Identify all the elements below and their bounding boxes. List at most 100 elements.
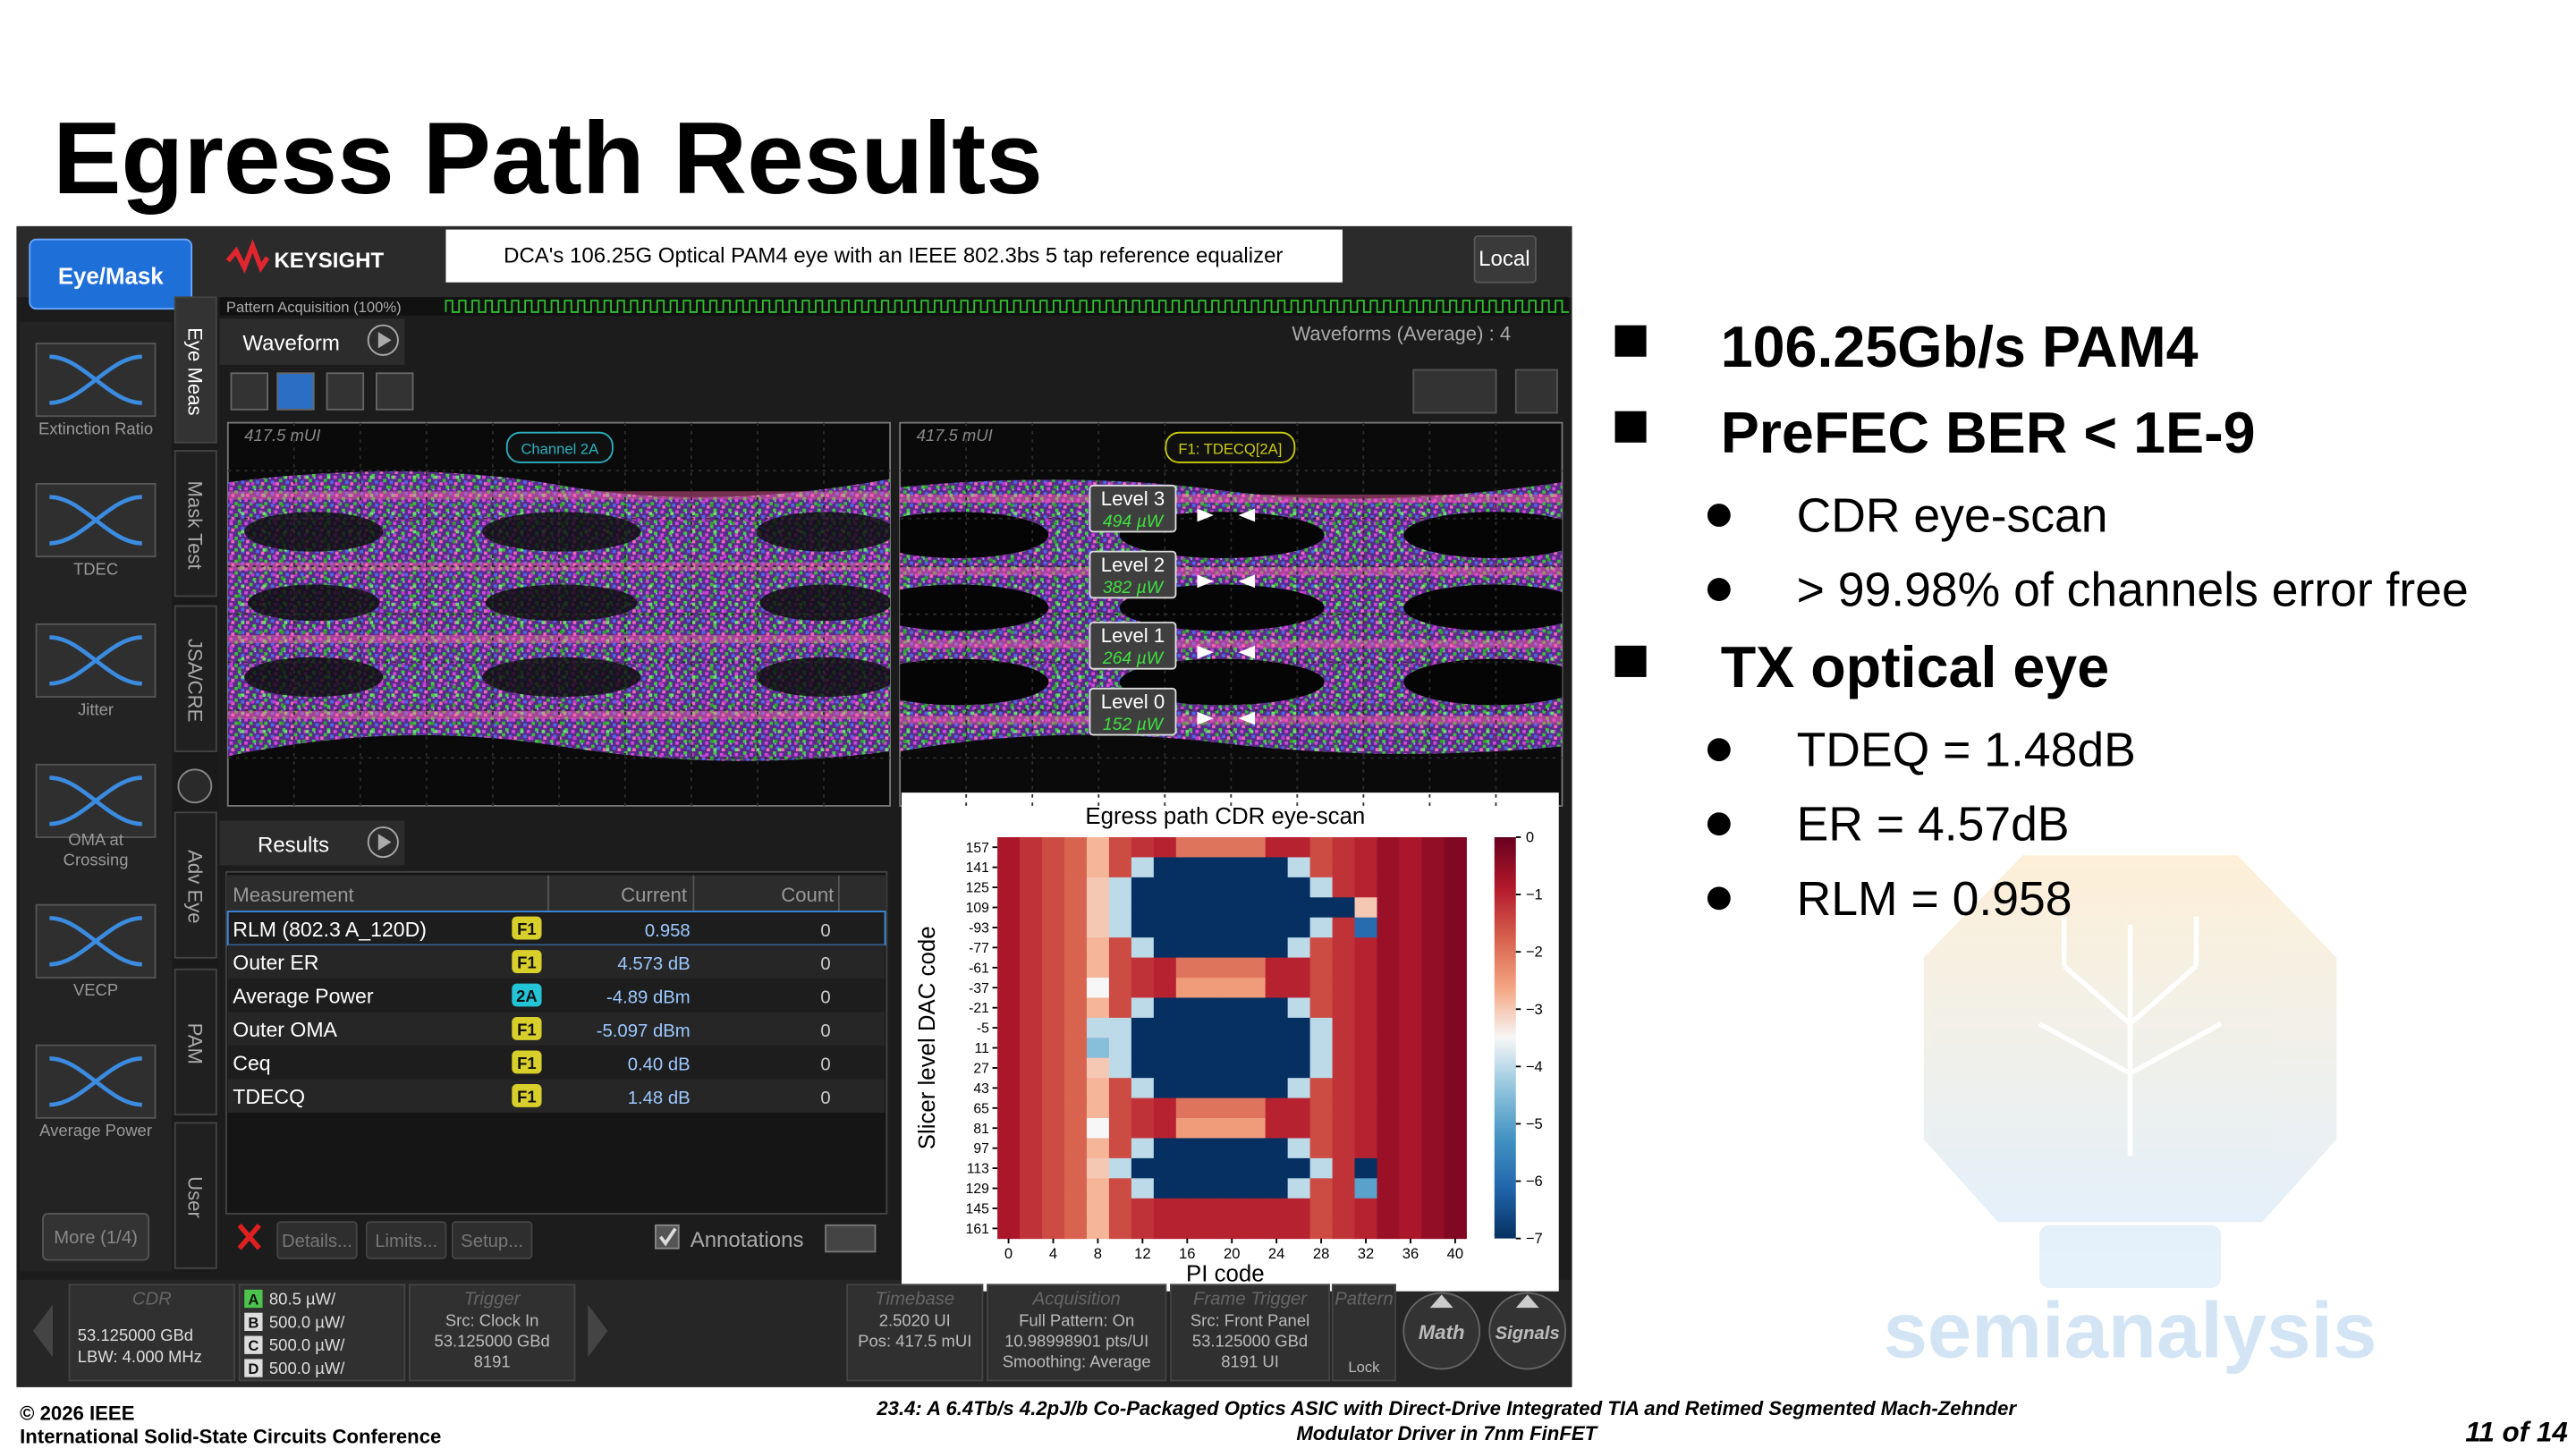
arrow-right[interactable]: [588, 1304, 608, 1358]
heatmap-cell: [1242, 857, 1267, 878]
table-row[interactable]: [227, 979, 886, 1013]
local-button[interactable]: [1473, 235, 1537, 284]
status-box[interactable]: [408, 1284, 576, 1382]
heatmap-cell: [1287, 897, 1311, 919]
heatmap-cell: [1042, 877, 1065, 898]
heatmap-cell: [1354, 937, 1378, 959]
status-box[interactable]: [238, 1284, 406, 1382]
source-tag-label: F1: [517, 919, 537, 938]
heatmap-cell: [1444, 1118, 1467, 1140]
heatmap-cell: [1354, 917, 1378, 938]
action-button[interactable]: [365, 1221, 447, 1259]
signals-button[interactable]: [1488, 1292, 1567, 1370]
footer-paper: 23.4: A 6.4Tb/s 4.2pJ/b Co-Packaged Opti…: [876, 1397, 2017, 1419]
heatmap-cell: [1063, 1097, 1088, 1119]
heatmap-cell: [1421, 997, 1445, 1019]
side-tab[interactable]: [174, 450, 217, 597]
results-tab[interactable]: [219, 820, 405, 866]
math-button[interactable]: [1402, 1292, 1481, 1370]
channel-id: A: [248, 1291, 258, 1308]
bullet-dot: [1707, 738, 1731, 762]
colorbar-tick-label: −4: [1526, 1058, 1543, 1075]
mode-button[interactable]: [29, 238, 193, 310]
status-box[interactable]: [1170, 1284, 1331, 1382]
side-tab[interactable]: [174, 968, 217, 1116]
side-tab[interactable]: [174, 296, 217, 444]
side-tab-label: Mask Test: [183, 480, 206, 569]
table-row[interactable]: [227, 1012, 886, 1046]
side-tab[interactable]: [174, 605, 217, 752]
action-button[interactable]: [276, 1221, 358, 1259]
heatmap-cell: [1086, 917, 1110, 938]
toolbar-icon[interactable]: [376, 372, 414, 411]
table-row[interactable]: [227, 1079, 886, 1113]
heatmap-cell: [1020, 857, 1043, 878]
heatmap-cell: [1175, 1118, 1199, 1140]
toolbar-icon[interactable]: [276, 372, 315, 411]
x-tick-label: 4: [1049, 1245, 1057, 1262]
table-row[interactable]: [227, 945, 886, 979]
heatmap-cell: [1086, 1038, 1110, 1059]
status-box[interactable]: [1331, 1284, 1396, 1382]
heatmap-cell: [1265, 1138, 1289, 1159]
waveform-tab[interactable]: [219, 318, 405, 365]
heatmap-cell: [1086, 1118, 1110, 1140]
play-icon[interactable]: [367, 826, 399, 859]
heatmap-cell: [1421, 857, 1445, 878]
heatmap-cell: [1063, 1038, 1088, 1059]
measurement-value: -5.097 dBm: [597, 1021, 691, 1041]
heatmap-cell: [1332, 1198, 1356, 1219]
measurement-count: 0: [820, 988, 830, 1008]
x-tick-label: 28: [1313, 1245, 1329, 1262]
more-button[interactable]: [42, 1213, 150, 1261]
heatmap-cell: [1332, 837, 1356, 858]
toolbar-icon[interactable]: [326, 372, 365, 411]
status-box[interactable]: [987, 1284, 1167, 1382]
heatmap-cell: [1086, 997, 1110, 1019]
heatmap-cell: [1063, 1057, 1088, 1079]
toolbar-icon[interactable]: [1514, 369, 1558, 414]
action-button[interactable]: [451, 1221, 533, 1259]
heatmap-cell: [1332, 1157, 1356, 1179]
heatmap-cell: [1265, 1218, 1289, 1240]
heatmap-cell: [1220, 1178, 1244, 1199]
side-tab[interactable]: [174, 811, 217, 959]
heatmap-cell: [1220, 917, 1244, 938]
checkbox[interactable]: [655, 1224, 680, 1250]
table-row[interactable]: [226, 911, 886, 946]
heatmap-cell: [1265, 1078, 1289, 1099]
status-box[interactable]: [846, 1284, 984, 1382]
heatmap-cell: [1265, 897, 1289, 919]
play-icon: [377, 332, 392, 349]
status-line: 10.98998901 pts/UI: [1004, 1332, 1148, 1351]
heatmap-cell: [1332, 1097, 1356, 1119]
heatmap-cell: [1421, 957, 1445, 979]
heatmap-cell: [1153, 1178, 1177, 1199]
heatmap-cell: [1399, 1178, 1423, 1199]
heatmap-cell: [1198, 1078, 1222, 1099]
table-row[interactable]: [227, 1045, 886, 1080]
clear-icon[interactable]: [237, 1224, 261, 1250]
heatmap-cell: [1242, 1097, 1267, 1119]
heatmap-cell: [1354, 897, 1378, 919]
heatmap-cell: [1153, 877, 1177, 898]
heatmap-cell: [1175, 957, 1199, 979]
annotations-label: Annotations: [691, 1228, 804, 1252]
heatmap-cell: [1063, 997, 1088, 1019]
y-tick-label: 81: [973, 1122, 988, 1137]
collapse-button[interactable]: [177, 768, 213, 804]
status-box[interactable]: [68, 1284, 236, 1382]
heatmap-cell: [1175, 1198, 1199, 1219]
action-button-label: Setup...: [461, 1232, 523, 1251]
heatmap-cell: [1131, 1057, 1155, 1079]
toolbar-icon[interactable]: [1412, 369, 1497, 414]
side-tab[interactable]: [174, 1122, 217, 1269]
toolbar-icon[interactable]: [230, 372, 268, 411]
arrow-left[interactable]: [32, 1304, 54, 1358]
heatmap-cell: [1242, 1118, 1267, 1140]
grid-icon[interactable]: [825, 1224, 877, 1253]
heatmap-cell: [1198, 1218, 1222, 1240]
channel-badge: [244, 1312, 263, 1331]
heatmap-cell: [1042, 1017, 1065, 1038]
play-icon[interactable]: [367, 324, 399, 356]
